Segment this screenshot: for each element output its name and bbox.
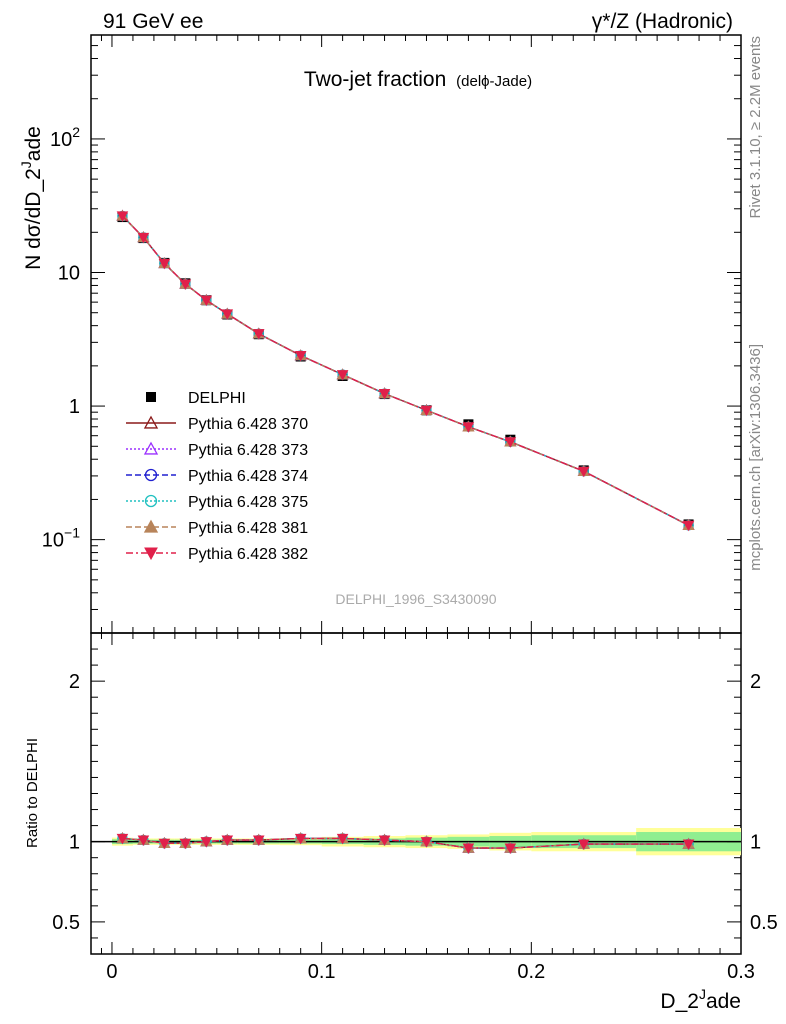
legend-label: Pythia 6.428 370	[188, 416, 308, 433]
x-tick-label: 0.3	[727, 961, 755, 983]
data-point	[420, 837, 433, 848]
x-tick-label: 0.2	[517, 961, 545, 983]
plot-title-main: Two-jet fraction	[304, 68, 446, 91]
legend-entry: Pythia 6.428 373	[126, 441, 308, 459]
main-y-axis-label-text: N dσ/dD_2	[22, 168, 45, 270]
data-point	[462, 843, 475, 855]
y-tick-label-right: 0.5	[750, 912, 778, 934]
legend-entry: Pythia 6.428 375	[126, 494, 308, 511]
ratio-series-group	[116, 832, 695, 855]
legend-entry: DELPHI	[146, 390, 246, 407]
main-plot-frame	[90, 34, 742, 634]
data-point	[294, 833, 307, 845]
data-point	[144, 547, 158, 561]
main-y-axis-label-sup: J	[18, 161, 34, 168]
main-series-group	[116, 209, 695, 532]
y-tick-label: 102	[50, 124, 80, 151]
series-6	[116, 211, 695, 532]
data-point	[179, 279, 192, 291]
data-point	[143, 519, 159, 533]
process-label: γ*/Z (Hadronic)	[592, 10, 733, 33]
data-point	[144, 468, 158, 482]
data-point	[200, 837, 213, 848]
x-axis-label: D_2Jade	[660, 986, 741, 1013]
mcplots-label: mcplots.cern.ch [arXiv:1306.3436]	[747, 344, 764, 571]
data-point	[252, 835, 265, 847]
data-point	[146, 392, 156, 402]
data-point	[200, 295, 213, 307]
y-tick-label: 10−1	[42, 525, 80, 552]
y-tick-label: 10	[58, 263, 80, 285]
data-point	[378, 389, 391, 400]
plot-title: Two-jet fraction (delϕ-Jade)	[304, 68, 532, 91]
data-point	[504, 843, 517, 855]
ratio-series-6	[116, 833, 695, 855]
legend-label: Pythia 6.428 373	[188, 442, 308, 459]
data-point	[682, 520, 695, 532]
rivet-label: Rivet 3.1.10, ≥ 2.2M events	[747, 36, 764, 219]
data-point	[336, 370, 349, 381]
main-y-axis-label-tail: ade	[22, 126, 45, 161]
y-tick-label-right: 1	[750, 832, 761, 854]
data-point	[378, 835, 391, 847]
data-point	[143, 441, 159, 455]
data-point	[462, 422, 475, 433]
data-point	[143, 415, 159, 429]
legend-entry: Pythia 6.428 382	[126, 546, 308, 563]
legend-entry: Pythia 6.428 374	[126, 468, 308, 485]
axis-ticks	[91, 34, 742, 954]
data-point	[116, 211, 129, 222]
legend: DELPHI Pythia 6.428 370 Pythia 6.428 373 Py…	[126, 390, 308, 563]
x-tick-label: 0	[106, 961, 117, 983]
ratio-series-line	[122, 837, 689, 849]
data-point	[158, 838, 171, 850]
data-point	[144, 494, 158, 508]
y-tick-label: 1	[69, 396, 80, 418]
ratio-plot-frame	[90, 632, 742, 955]
legend-label: Pythia 6.428 381	[188, 520, 308, 537]
data-point	[221, 309, 234, 320]
data-point	[137, 835, 150, 847]
data-point	[682, 839, 695, 851]
main-y-axis-label: N dσ/dD_2Jade	[18, 126, 45, 270]
data-point	[252, 329, 265, 340]
energy-label: 91 GeV ee	[103, 10, 203, 33]
legend-label: DELPHI	[188, 390, 246, 407]
data-point	[116, 833, 129, 845]
axis-tick-labels: 0 0.1 0.2 0.3 10−1 1 10 102 0.5 0.5 1 1 2 2	[42, 124, 778, 983]
y-tick-label: 2	[69, 671, 80, 693]
data-point	[420, 405, 433, 417]
y-tick-label: 0.5	[52, 912, 80, 934]
plot-title-sub: (delϕ-Jade)	[456, 73, 532, 90]
analysis-watermark: DELPHI_1996_S3430090	[335, 591, 496, 607]
legend-label: Pythia 6.428 382	[188, 546, 308, 563]
legend-entry: Pythia 6.428 370	[126, 415, 308, 433]
x-tick-label: 0.1	[308, 961, 336, 983]
legend-label: Pythia 6.428 375	[188, 494, 308, 511]
data-point	[158, 258, 171, 270]
data-point	[294, 350, 307, 362]
data-point	[336, 833, 349, 845]
data-point	[221, 835, 234, 847]
legend-label: Pythia 6.428 374	[188, 468, 308, 485]
data-point	[504, 437, 517, 448]
data-point	[179, 838, 192, 850]
y-tick-label-right: 2	[750, 671, 761, 693]
y-tick-label: 1	[69, 832, 80, 854]
legend-entry: Pythia 6.428 381	[126, 519, 308, 537]
data-point	[577, 839, 590, 851]
data-point	[137, 232, 150, 244]
ratio-y-axis-label: Ratio to DELPHI	[24, 738, 41, 848]
data-point	[577, 466, 590, 478]
